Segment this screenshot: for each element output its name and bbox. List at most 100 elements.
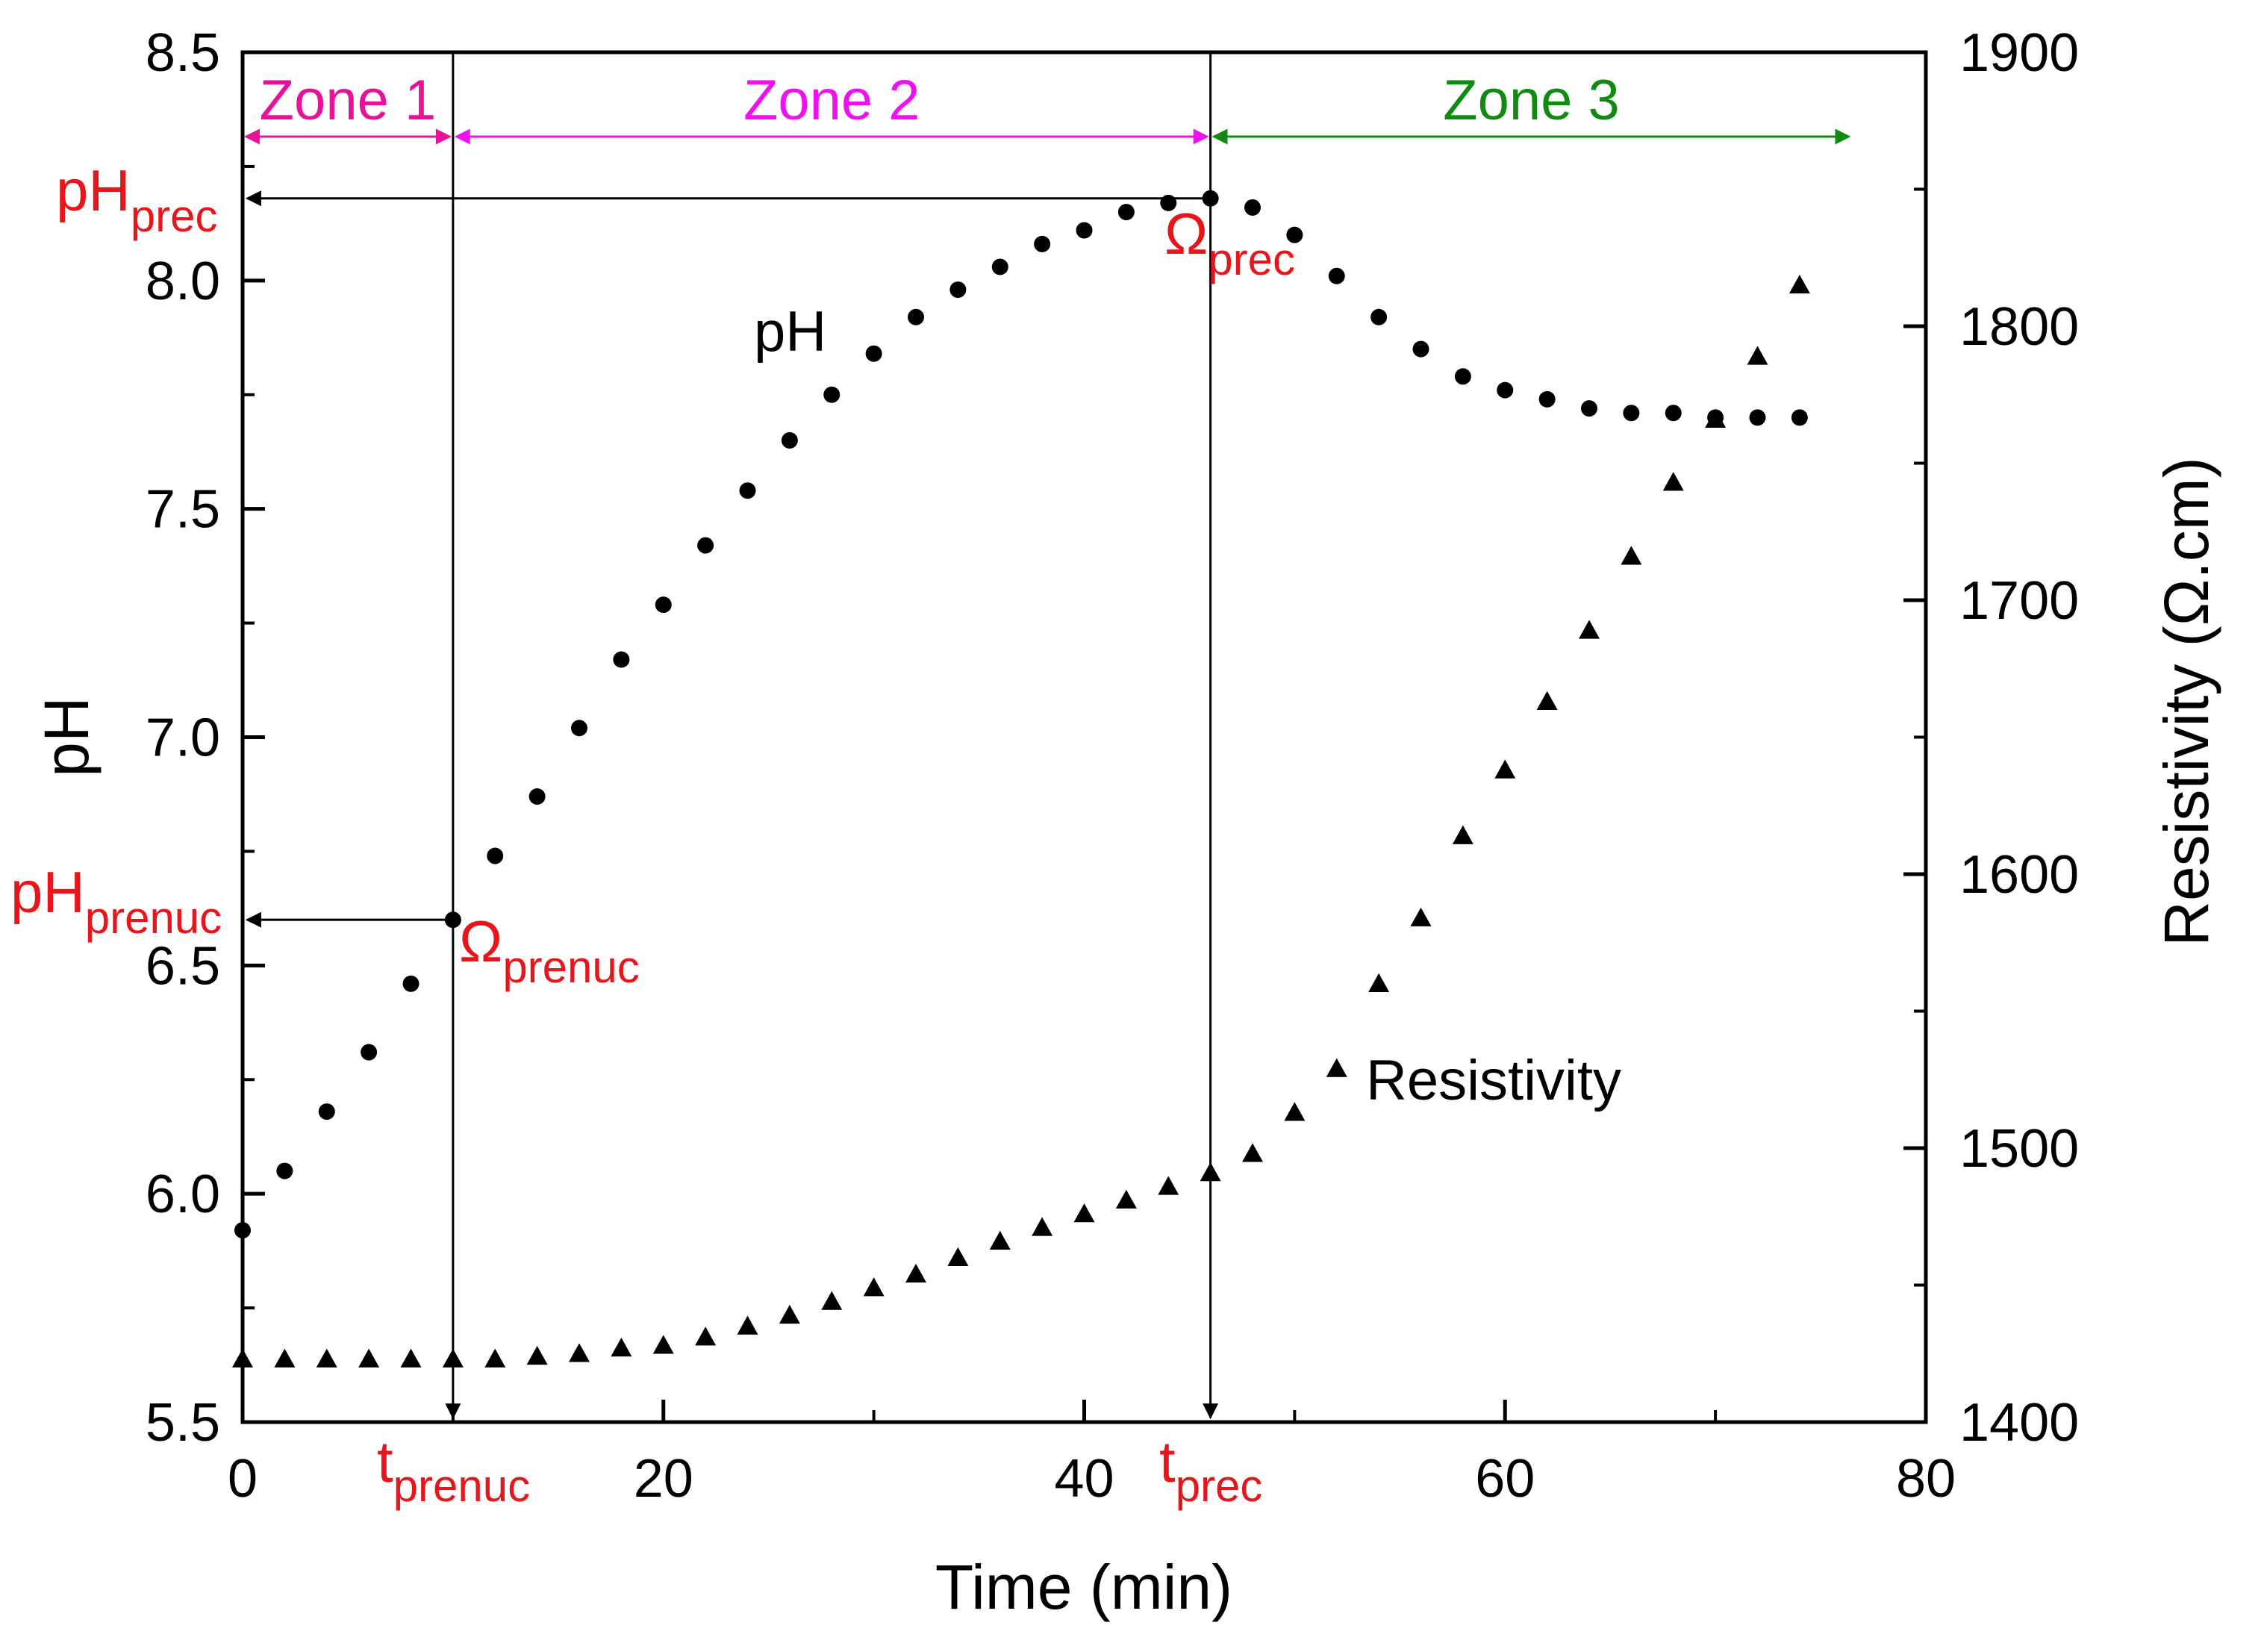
- resistivity-point: [863, 1277, 885, 1297]
- y-tick-label-7.5: 7.5: [146, 480, 220, 540]
- resistivity-point: [1284, 1102, 1306, 1121]
- ph-point: [1791, 409, 1808, 426]
- zones-layer: Zone 1 Zone 2 Zone 3: [243, 69, 1851, 145]
- resistivity-point: [274, 1348, 296, 1368]
- omega-prec-annotation: Ωprec: [1164, 201, 1295, 284]
- ph-point: [908, 308, 924, 325]
- y2-tick-label-1400: 1400: [1959, 1393, 2079, 1453]
- y-tick-label-6.0: 6.0: [146, 1165, 220, 1224]
- ph-point: [1328, 267, 1345, 284]
- resistivity-point: [1242, 1143, 1263, 1162]
- x-axis-title: Time (min): [935, 1552, 1232, 1622]
- omega-prenuc-sub: prenuc: [502, 942, 639, 992]
- resistivity-point: [1536, 691, 1558, 710]
- ph-point: [234, 1222, 251, 1239]
- ph-point: [1370, 308, 1388, 325]
- t-prenuc-annotation: tprenuc: [377, 1429, 530, 1511]
- t-prenuc-main: t: [377, 1429, 393, 1494]
- x-tick-label-40: 40: [1054, 1449, 1114, 1509]
- resistivity-point: [905, 1263, 926, 1283]
- resistivity-point: [232, 1348, 253, 1368]
- ph-point: [1202, 190, 1219, 207]
- zone-1-label: Zone 1: [260, 69, 437, 132]
- ph-point: [697, 537, 714, 554]
- y-tick-label-6.5: 6.5: [146, 936, 220, 996]
- x-tick-label-0: 0: [228, 1449, 258, 1509]
- ph-prenuc-sub: prenuc: [85, 893, 222, 943]
- resistivity-point: [1621, 546, 1642, 565]
- resistivity-point: [569, 1343, 590, 1362]
- resistivity-point: [1788, 274, 1810, 294]
- ph-point: [1117, 204, 1135, 221]
- ph-prenuc-main: pH: [10, 859, 85, 925]
- ph-point: [949, 281, 967, 299]
- ph-prec-main: pH: [56, 158, 131, 223]
- ph-point: [1665, 405, 1682, 422]
- resistivity-point: [1705, 408, 1727, 428]
- ph-point: [655, 596, 672, 614]
- ph-point: [1286, 226, 1303, 243]
- y2-tick-label-1800: 1800: [1959, 297, 2079, 357]
- ph-point: [1581, 400, 1597, 417]
- zone-2-label: Zone 2: [743, 69, 920, 132]
- t-prec-annotation: tprec: [1159, 1429, 1262, 1511]
- ph-point: [823, 386, 841, 403]
- ph-point: [1623, 405, 1640, 422]
- resistivity-point: [695, 1327, 717, 1346]
- x-tick-label-20: 20: [634, 1449, 693, 1509]
- y2-tick-label-1500: 1500: [1959, 1119, 2079, 1179]
- x-tick-label-60: 60: [1475, 1449, 1535, 1509]
- ph-point: [487, 847, 504, 864]
- resistivity-point: [947, 1247, 969, 1266]
- omega-prenuc-annotation: Ωprenuc: [459, 908, 640, 992]
- resistivity-point: [526, 1345, 548, 1365]
- ph-point: [318, 1103, 335, 1120]
- resistivity-point: [1115, 1189, 1137, 1209]
- ph-point: [613, 651, 630, 668]
- ph-prenuc-annotation: pHprenuc: [10, 859, 222, 943]
- resistivity-series-label: Resistivity: [1366, 1049, 1621, 1112]
- ph-prec-annotation: pHprec: [56, 158, 217, 241]
- ph-point: [1538, 390, 1556, 408]
- y-axis-title: pH: [31, 696, 102, 776]
- resistivity-point: [1747, 346, 1768, 365]
- y2-axis-title: Resistivity (Ω.cm): [2151, 457, 2221, 946]
- resistivity-point: [1368, 973, 1390, 992]
- resistivity-point: [1452, 825, 1473, 844]
- resistivity-series: [232, 274, 1810, 1368]
- resistivity-point: [1200, 1162, 1221, 1182]
- resistivity-point: [779, 1304, 800, 1324]
- resistivity-point: [400, 1348, 422, 1368]
- ph-point: [1497, 381, 1514, 399]
- resistivity-point: [1410, 907, 1432, 926]
- y-tick-label-5.5: 5.5: [146, 1393, 220, 1453]
- ph-point: [402, 975, 420, 992]
- ph-prec-sub: prec: [131, 191, 218, 241]
- resistivity-point: [821, 1291, 843, 1310]
- y-tick-label-8.0: 8.0: [146, 252, 220, 311]
- ph-point: [1160, 194, 1177, 211]
- resistivity-point: [1032, 1217, 1053, 1236]
- resistivity-point: [652, 1335, 674, 1354]
- resistivity-point: [1494, 759, 1516, 779]
- resistivity-point: [1662, 472, 1684, 491]
- resistivity-point: [1579, 620, 1600, 639]
- omega-prec-main: Ω: [1164, 201, 1208, 266]
- ph-point: [1412, 340, 1429, 358]
- resistivity-point: [1073, 1203, 1095, 1223]
- ph-point: [361, 1044, 378, 1061]
- ph-point: [571, 720, 587, 737]
- y2-tick-label-1900: 1900: [1959, 23, 2079, 83]
- t-prec-main: t: [1159, 1429, 1176, 1494]
- ph-point: [991, 258, 1008, 275]
- ph-point: [1076, 222, 1093, 239]
- ph-point: [781, 431, 798, 449]
- ticks-layer: 0 20 40 60 80 5.5 6.0 6.5 7.0 7.5 8.0 8.5 1400 1500 16…: [146, 23, 2079, 1509]
- omega-prec-sub: prec: [1208, 234, 1295, 284]
- resistivity-point: [737, 1315, 758, 1335]
- ph-series-label: pH: [754, 300, 826, 364]
- y-tick-label-8.5: 8.5: [146, 23, 220, 83]
- ph-point: [1244, 199, 1261, 216]
- ph-point: [444, 911, 461, 929]
